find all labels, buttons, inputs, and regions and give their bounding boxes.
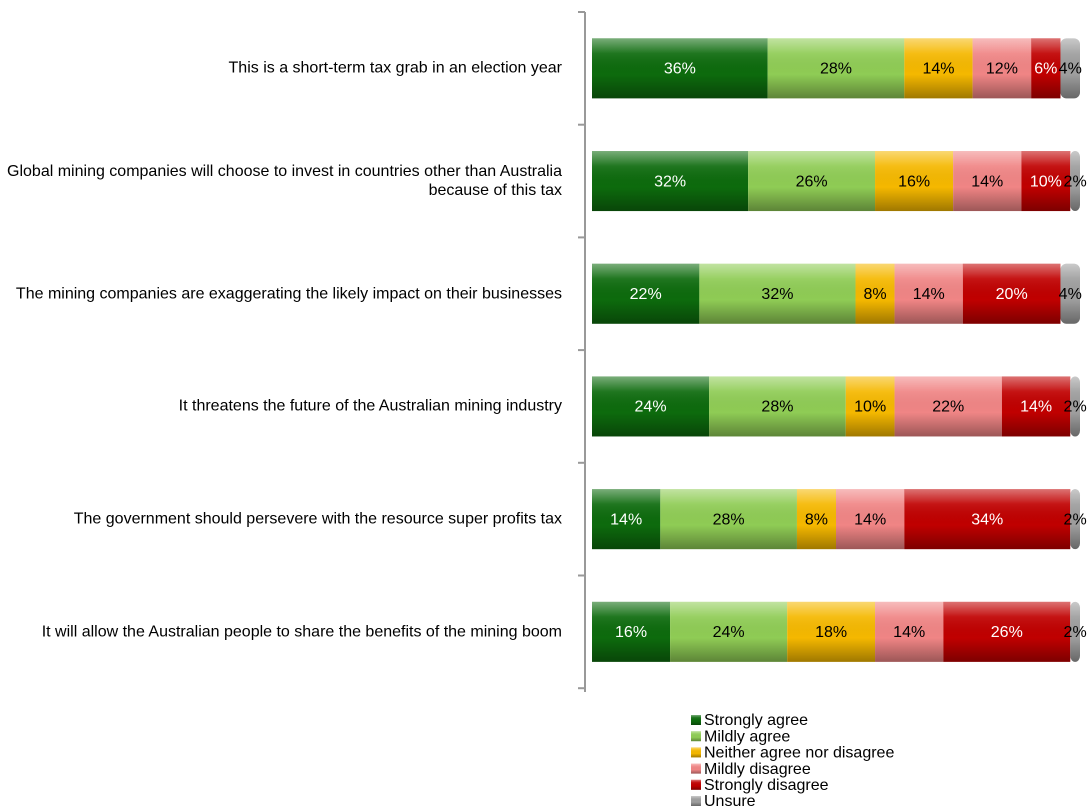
value-label: 10%: [854, 399, 886, 416]
value-label: 32%: [654, 173, 686, 190]
bar-shade: [1070, 376, 1080, 437]
value-label: 12%: [986, 61, 1018, 78]
bar-shade: [767, 38, 905, 99]
bar-shade: [592, 489, 661, 550]
value-label: 22%: [932, 399, 964, 416]
bar-shade: [1001, 376, 1071, 437]
bar-shade: [748, 151, 876, 212]
value-label: 32%: [761, 286, 793, 303]
value-label: 26%: [796, 173, 828, 190]
bar-shade: [943, 601, 1071, 662]
value-label: 4%: [1059, 286, 1082, 303]
bar-shade: [894, 263, 963, 324]
bar-shade: [962, 263, 1061, 324]
bar-shade: [845, 376, 895, 437]
value-label: 28%: [761, 399, 793, 416]
bar-shade: [592, 601, 671, 662]
bar-shade: [592, 38, 768, 99]
bar-shade: [1070, 601, 1080, 662]
value-label: 10%: [1030, 173, 1062, 190]
value-label: 24%: [635, 399, 667, 416]
value-label: 14%: [854, 511, 886, 528]
value-label: 2%: [1064, 173, 1087, 190]
bar-shade: [1031, 38, 1061, 99]
bar-shade: [894, 376, 1002, 437]
legend-swatch-shade: [691, 763, 701, 774]
bar-shade: [1070, 489, 1080, 550]
value-label: 6%: [1034, 61, 1057, 78]
category-label: The mining companies are exaggerating th…: [15, 285, 562, 303]
value-label: 14%: [913, 286, 945, 303]
legend-label: Strongly agree: [704, 712, 808, 729]
value-label: 2%: [1064, 624, 1087, 641]
bar-shade: [796, 489, 836, 550]
bar-shade: [1070, 151, 1080, 212]
value-label: 28%: [713, 511, 745, 528]
bar-shade: [787, 601, 876, 662]
value-label: 36%: [664, 61, 696, 78]
value-label: 16%: [898, 173, 930, 190]
value-label: 2%: [1064, 399, 1087, 416]
value-label: 28%: [820, 61, 852, 78]
legend-swatch-shade: [691, 715, 701, 725]
bar-shade: [592, 263, 700, 324]
value-label: 26%: [991, 624, 1023, 641]
legend-label: Unsure: [704, 793, 756, 807]
bar-shade: [875, 151, 954, 212]
bar-shade: [592, 376, 710, 437]
bar-shade: [904, 38, 973, 99]
bar-shade: [1060, 38, 1080, 99]
bar-shade: [592, 151, 749, 212]
bar-shade: [904, 489, 1071, 550]
legend-label: Mildly disagree: [704, 761, 811, 778]
bar-shade: [953, 151, 1022, 212]
category-label: It will allow the Australian people to s…: [41, 623, 562, 641]
value-label: 2%: [1064, 511, 1087, 528]
value-label: 8%: [863, 286, 886, 303]
bar-shade: [875, 601, 944, 662]
legend-swatch-shade: [691, 731, 701, 742]
value-label: 16%: [615, 624, 647, 641]
bar-shade: [660, 489, 797, 550]
value-label: 14%: [610, 511, 642, 528]
value-label: 8%: [805, 511, 828, 528]
bar-shade: [855, 263, 895, 324]
legend-swatch-shade: [691, 747, 701, 758]
value-label: 20%: [996, 286, 1028, 303]
bar-shade: [670, 601, 788, 662]
bar-shade: [972, 38, 1032, 99]
value-label: 14%: [971, 173, 1003, 190]
value-label: 14%: [1020, 399, 1052, 416]
bar-shade: [1060, 263, 1080, 324]
value-label: 18%: [815, 624, 847, 641]
legend-swatch-shade: [691, 779, 701, 790]
bar-shade: [836, 489, 905, 550]
legend-label: Mildly agree: [704, 728, 790, 745]
category-label: It threatens the future of the Australia…: [178, 397, 562, 415]
value-label: 14%: [922, 61, 954, 78]
value-label: 4%: [1059, 61, 1082, 78]
bar-shade: [1021, 151, 1071, 212]
legend-label: Strongly disagree: [704, 777, 829, 794]
value-label: 34%: [971, 511, 1003, 528]
value-label: 22%: [630, 286, 662, 303]
category-label: The government should persevere with the…: [73, 510, 562, 528]
bar-shade: [709, 376, 846, 437]
value-label: 24%: [713, 624, 745, 641]
bar-shade: [699, 263, 856, 324]
category-label: Global mining companies will choose to i…: [7, 163, 562, 200]
category-label: This is a short-term tax grab in an elec…: [228, 59, 562, 77]
legend-label: Neither agree nor disagree: [704, 745, 894, 762]
legend-swatch-shade: [691, 796, 701, 806]
value-label: 14%: [893, 624, 925, 641]
